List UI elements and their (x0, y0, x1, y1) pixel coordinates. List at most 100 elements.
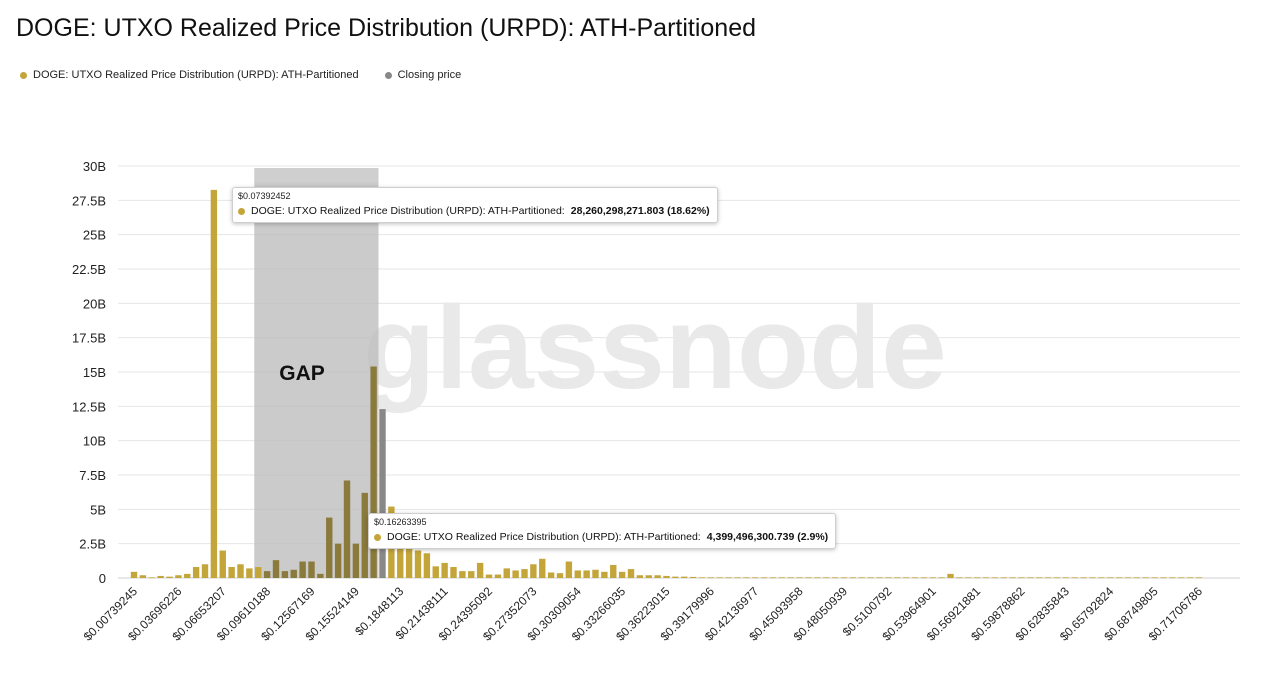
bar[interactable] (1178, 577, 1185, 579)
bar[interactable] (547, 572, 555, 578)
bar[interactable] (973, 577, 981, 579)
bar[interactable] (334, 543, 342, 578)
bar[interactable] (1098, 577, 1105, 579)
bar[interactable] (1044, 577, 1052, 579)
bar[interactable] (849, 577, 857, 579)
bar[interactable] (681, 576, 688, 578)
bar[interactable] (867, 577, 874, 579)
bar[interactable] (796, 577, 803, 579)
bar[interactable] (1027, 577, 1034, 579)
legend-item-urpd[interactable]: DOGE: UTXO Realized Price Distribution (… (20, 69, 359, 81)
bar[interactable] (530, 564, 537, 578)
bar[interactable] (1000, 577, 1007, 579)
bar[interactable] (1107, 577, 1114, 579)
bar[interactable] (805, 577, 812, 579)
bar[interactable] (414, 550, 422, 578)
bar[interactable] (823, 577, 830, 579)
bar[interactable] (1018, 577, 1025, 579)
bar[interactable] (352, 543, 360, 578)
bar[interactable] (556, 573, 564, 578)
bar[interactable] (405, 546, 413, 578)
bar[interactable] (157, 575, 164, 578)
bar[interactable] (725, 577, 732, 579)
bar[interactable] (290, 569, 297, 578)
bar[interactable] (627, 569, 635, 578)
bar[interactable] (858, 577, 865, 579)
bar[interactable] (1089, 577, 1096, 579)
bar[interactable] (663, 575, 670, 578)
bar[interactable] (911, 577, 919, 579)
bar[interactable] (326, 517, 333, 578)
bar[interactable] (894, 577, 901, 579)
bar[interactable] (450, 567, 457, 578)
bar[interactable] (130, 571, 138, 578)
bar[interactable] (592, 569, 599, 578)
bar[interactable] (929, 577, 936, 579)
bar[interactable] (201, 564, 209, 578)
bar[interactable] (1009, 577, 1016, 579)
bar[interactable] (956, 577, 963, 579)
bar[interactable] (1053, 577, 1061, 579)
bar[interactable] (1151, 577, 1158, 579)
bar[interactable] (752, 577, 759, 579)
bar[interactable] (148, 577, 155, 579)
bar[interactable] (432, 566, 439, 578)
bar[interactable] (476, 562, 484, 578)
bar[interactable] (521, 569, 528, 578)
bar[interactable] (672, 576, 679, 578)
bar[interactable] (778, 577, 786, 579)
bar[interactable] (459, 571, 466, 578)
bar[interactable] (654, 575, 661, 578)
bar[interactable] (991, 577, 999, 579)
bar[interactable] (1133, 577, 1141, 579)
bar[interactable] (1124, 577, 1132, 579)
bar[interactable] (1071, 577, 1078, 579)
bar[interactable] (299, 561, 306, 578)
bar[interactable] (734, 577, 741, 579)
bar[interactable] (379, 409, 386, 578)
bar[interactable] (1160, 577, 1167, 579)
bar[interactable] (920, 577, 928, 579)
bar[interactable] (361, 492, 368, 578)
bar[interactable] (468, 571, 475, 578)
bar[interactable] (281, 571, 289, 578)
bar[interactable] (255, 567, 262, 578)
bar[interactable] (1186, 577, 1194, 579)
bar[interactable] (583, 570, 590, 578)
bar[interactable] (263, 571, 271, 578)
bar[interactable] (1142, 577, 1149, 579)
bar[interactable] (423, 553, 431, 578)
legend-item-closing-price[interactable]: Closing price (384, 69, 461, 81)
bar[interactable] (698, 577, 706, 579)
bar[interactable] (1062, 577, 1070, 579)
bar[interactable] (876, 577, 883, 579)
bar[interactable] (574, 570, 581, 578)
bar[interactable] (938, 577, 945, 579)
bar[interactable] (272, 560, 280, 578)
bar[interactable] (1115, 577, 1123, 579)
bar[interactable] (947, 573, 954, 578)
bar[interactable] (982, 577, 990, 579)
bar[interactable] (166, 576, 173, 578)
bar[interactable] (539, 558, 546, 578)
bar[interactable] (228, 567, 235, 578)
bar[interactable] (441, 562, 448, 578)
bar[interactable] (743, 577, 750, 579)
bar[interactable] (512, 570, 519, 578)
bar[interactable] (1036, 577, 1043, 579)
bar[interactable] (707, 577, 715, 579)
bar[interactable] (645, 575, 652, 578)
bar[interactable] (618, 571, 626, 578)
bar[interactable] (636, 575, 644, 578)
bar[interactable] (503, 568, 510, 578)
bar[interactable] (246, 568, 253, 578)
bar[interactable] (343, 480, 351, 578)
bar[interactable] (485, 574, 493, 578)
bar[interactable] (175, 575, 182, 578)
bar[interactable] (814, 577, 821, 579)
bar[interactable] (237, 564, 244, 578)
bar[interactable] (1195, 577, 1203, 579)
bar[interactable] (716, 577, 723, 579)
bar[interactable] (965, 577, 972, 579)
bar[interactable] (840, 577, 848, 579)
